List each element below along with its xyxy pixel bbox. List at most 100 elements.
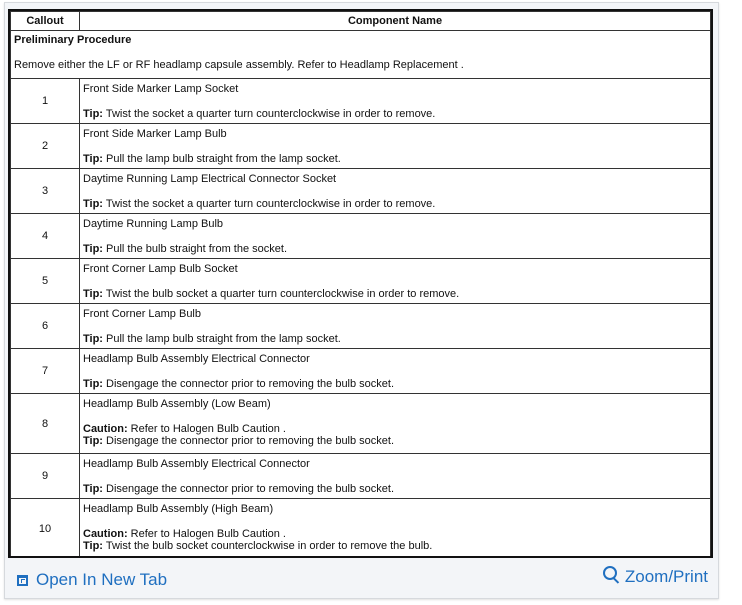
note-line: Tip: Disengage the connector prior to re… (83, 483, 707, 495)
open-in-new-tab-label: Open In New Tab (36, 570, 168, 589)
component-cell: Daytime Running Lamp Electrical Connecto… (79, 168, 711, 214)
note-text: Twist the socket a quarter turn counterc… (102, 108, 436, 120)
component-name: Headlamp Bulb Assembly Electrical Connec… (83, 458, 310, 470)
note-label: Tip: (83, 288, 103, 300)
preliminary-text: Remove either the LF or RF headlamp caps… (14, 59, 464, 71)
callout-number: 8 (10, 393, 80, 454)
component-cell: Headlamp Bulb Assembly (High Beam) Cautio… (79, 498, 711, 556)
zoom-print-link[interactable]: Zoom/Print (602, 566, 708, 588)
component-cell: Front Side Marker Lamp Socket Tip: Twist … (79, 78, 711, 124)
table-row: 5 Front Corner Lamp Bulb Socket Tip: Twist… (10, 258, 711, 304)
note-text: Pull the lamp bulb straight from the lam… (102, 333, 341, 345)
component-notes: Caution: Refer to Halogen Bulb Caution .… (83, 528, 707, 552)
component-cell: Headlamp Bulb Assembly Electrical Connec… (79, 453, 711, 499)
note-label: Tip: (83, 483, 103, 495)
document-viewer: Callout Component Name Preliminary Proce… (4, 2, 719, 599)
callout-number: 5 (10, 258, 80, 304)
component-notes: Tip: Twist the socket a quarter turn cou… (83, 198, 707, 210)
note-line: Tip: Twist the bulb socket counterclockw… (83, 540, 707, 552)
preliminary-title: Preliminary Procedure (14, 34, 132, 46)
component-name: Headlamp Bulb Assembly (Low Beam) (83, 398, 271, 410)
table-row: 3 Daytime Running Lamp Electrical Connect… (10, 168, 711, 214)
note-label: Caution: (83, 528, 128, 540)
component-cell: Front Side Marker Lamp Bulb Tip: Pull the… (79, 123, 711, 169)
note-text: Disengage the connector prior to removin… (102, 435, 395, 447)
table-row: 10 Headlamp Bulb Assembly (High Beam) Caut… (10, 498, 711, 556)
callout-number: 7 (10, 348, 80, 394)
table-row: 6 Front Corner Lamp Bulb Tip: Pull the lam… (10, 303, 711, 349)
note-line: Caution: Refer to Halogen Bulb Caution . (83, 528, 707, 540)
component-notes: Tip: Disengage the connector prior to re… (83, 483, 707, 495)
table-header-row: Callout Component Name (10, 11, 711, 31)
callout-number: 2 (10, 123, 80, 169)
note-label: Tip: (83, 198, 103, 210)
table-row: 2 Front Side Marker Lamp Bulb Tip: Pull th… (10, 123, 711, 169)
note-line: Tip: Twist the socket a quarter turn cou… (83, 198, 707, 210)
component-notes: Tip: Pull the lamp bulb straight from th… (83, 333, 707, 345)
callout-number: 9 (10, 453, 80, 499)
callout-number: 3 (10, 168, 80, 214)
table-row: 1 Front Side Marker Lamp Socket Tip: Twist… (10, 78, 711, 124)
component-name: Headlamp Bulb Assembly (High Beam) (83, 503, 274, 515)
note-text: Twist the bulb socket counterclockwise i… (102, 540, 433, 552)
footer-bar: Open In New Tab Zoom/Print (5, 558, 718, 598)
note-text: Refer to Halogen Bulb Caution . (127, 528, 286, 540)
component-name: Headlamp Bulb Assembly Electrical Connec… (83, 353, 310, 365)
callout-number: 6 (10, 303, 80, 349)
callout-number: 10 (10, 498, 80, 556)
zoom-in-icon (602, 566, 621, 588)
table-row: 9 Headlamp Bulb Assembly Electrical Conne… (10, 453, 711, 499)
component-notes: Tip: Pull the lamp bulb straight from th… (83, 153, 707, 165)
note-text: Twist the socket a quarter turn counterc… (102, 198, 436, 210)
table-row: 7 Headlamp Bulb Assembly Electrical Conne… (10, 348, 711, 394)
component-cell: Front Corner Lamp Bulb Socket Tip: Twist … (79, 258, 711, 304)
note-line: Tip: Twist the bulb socket a quarter tur… (83, 288, 707, 300)
component-name: Front Side Marker Lamp Bulb (83, 128, 227, 140)
note-text: Pull the lamp bulb straight from the lam… (102, 153, 341, 165)
component-notes: Tip: Pull the bulb straight from the soc… (83, 243, 707, 255)
preliminary-procedure-row: Preliminary Procedure Remove either the … (10, 30, 711, 79)
component-notes: Tip: Twist the socket a quarter turn cou… (83, 108, 707, 120)
component-cell: Front Corner Lamp Bulb Tip: Pull the lamp… (79, 303, 711, 349)
component-notes: Caution: Refer to Halogen Bulb Caution .… (83, 423, 707, 447)
note-label: Tip: (83, 435, 103, 447)
component-name: Daytime Running Lamp Bulb (83, 218, 224, 230)
note-line: Tip: Pull the lamp bulb straight from th… (83, 333, 707, 345)
table-row: 4 Daytime Running Lamp Bulb Tip: Pull the … (10, 213, 711, 259)
note-label: Tip: (83, 333, 103, 345)
note-line: Tip: Pull the lamp bulb straight from th… (83, 153, 707, 165)
note-text: Pull the bulb straight from the socket. (102, 243, 288, 255)
header-callout: Callout (10, 11, 80, 31)
note-label: Caution: (83, 423, 128, 435)
component-name: Front Corner Lamp Bulb (83, 308, 201, 320)
component-table: Callout Component Name Preliminary Proce… (10, 11, 711, 556)
note-text: Refer to Halogen Bulb Caution . (127, 423, 286, 435)
component-table-container: Callout Component Name Preliminary Proce… (8, 9, 713, 558)
note-line: Tip: Pull the bulb straight from the soc… (83, 243, 707, 255)
callout-number: 4 (10, 213, 80, 259)
note-line: Tip: Disengage the connector prior to re… (83, 378, 707, 390)
component-name: Front Side Marker Lamp Socket (83, 83, 239, 95)
header-component-name: Component Name (79, 11, 711, 31)
note-text: Disengage the connector prior to removin… (102, 378, 395, 390)
component-cell: Headlamp Bulb Assembly (Low Beam) Caution… (79, 393, 711, 454)
component-cell: Headlamp Bulb Assembly Electrical Connec… (79, 348, 711, 394)
note-text: Disengage the connector prior to removin… (102, 483, 395, 495)
component-notes: Tip: Disengage the connector prior to re… (83, 378, 707, 390)
component-name: Daytime Running Lamp Electrical Connecto… (83, 173, 337, 185)
note-line: Tip: Twist the socket a quarter turn cou… (83, 108, 707, 120)
note-line: Tip: Disengage the connector prior to re… (83, 435, 707, 447)
component-cell: Daytime Running Lamp Bulb Tip: Pull the b… (79, 213, 711, 259)
table-row: 8 Headlamp Bulb Assembly (Low Beam) Cautio… (10, 393, 711, 454)
component-name: Front Corner Lamp Bulb Socket (83, 263, 238, 275)
note-label: Tip: (83, 243, 103, 255)
component-notes: Tip: Twist the bulb socket a quarter tur… (83, 288, 707, 300)
open-new-tab-icon (17, 574, 28, 586)
note-line: Caution: Refer to Halogen Bulb Caution . (83, 423, 707, 435)
note-label: Tip: (83, 153, 103, 165)
note-text: Twist the bulb socket a quarter turn cou… (102, 288, 460, 300)
zoom-print-label: Zoom/Print (624, 567, 708, 586)
note-label: Tip: (83, 540, 103, 552)
callout-number: 1 (10, 78, 80, 124)
open-in-new-tab-link[interactable]: Open In New Tab (17, 570, 167, 590)
